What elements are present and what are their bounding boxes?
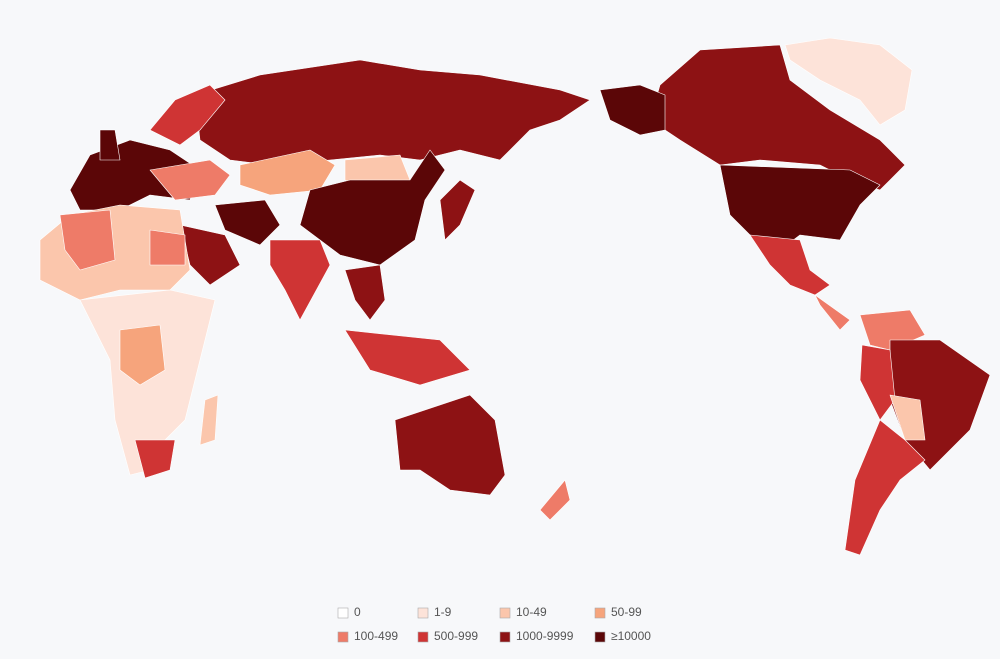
congo (119, 324, 166, 386)
legend-label: 50-99 (611, 605, 642, 619)
australia (394, 394, 506, 496)
mexico (749, 234, 831, 296)
uk (99, 129, 121, 161)
alaska (599, 84, 666, 136)
legend-label: 0 (354, 605, 361, 619)
madagascar (199, 394, 219, 446)
scandinavia (149, 84, 226, 146)
south-africa (134, 439, 176, 479)
argentina-chile (844, 419, 926, 556)
legend-label: ≥10000 (611, 629, 651, 643)
world-map (39, 37, 991, 556)
legend-swatch (337, 631, 349, 643)
bolivia-paraguay (889, 394, 926, 441)
legend-swatch (337, 607, 349, 619)
legend-swatch (417, 607, 429, 619)
legend-swatch (594, 631, 606, 643)
egypt (149, 229, 186, 266)
canada (649, 44, 906, 191)
eastern-europe (149, 159, 231, 201)
legend-swatch (499, 631, 511, 643)
algeria (59, 209, 116, 271)
japan (439, 179, 476, 241)
iran (214, 199, 281, 246)
central-america (814, 294, 851, 331)
peru (859, 344, 896, 421)
legend: 0 1-9 10-49 50-99 100-499 500-999 1000-9999 ≥10… (337, 605, 651, 643)
china (299, 149, 446, 266)
legend-swatch (499, 607, 511, 619)
legend-label: 1000-9999 (516, 629, 574, 643)
new-zealand (539, 479, 571, 521)
legend-swatch (594, 607, 606, 619)
legend-label: 500-999 (434, 629, 478, 643)
legend-label: 100-499 (354, 629, 398, 643)
legend-label: 10-49 (516, 605, 547, 619)
indonesia (344, 329, 471, 386)
legend-swatch (417, 631, 429, 643)
legend-label: 1-9 (434, 605, 452, 619)
india (269, 239, 331, 321)
indochina (344, 264, 386, 321)
greenland (784, 37, 913, 126)
usa (719, 164, 881, 251)
